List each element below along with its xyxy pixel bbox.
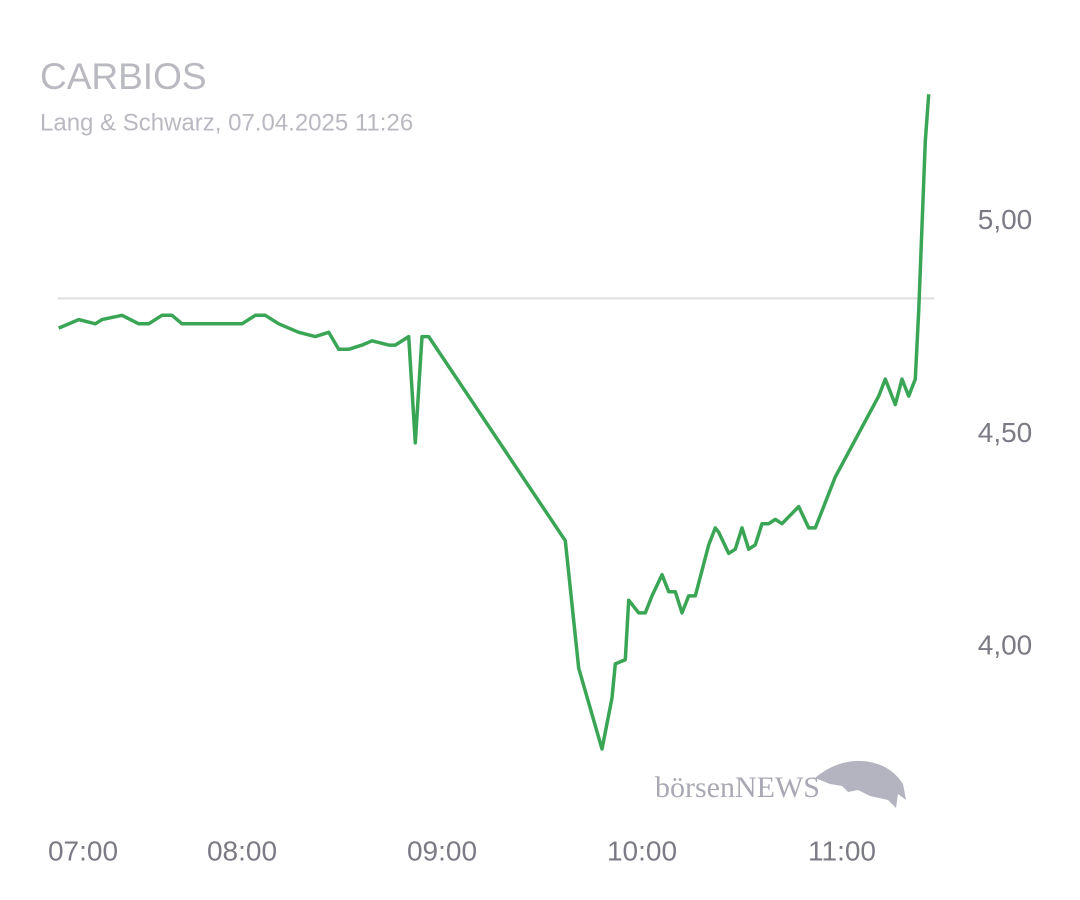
chart-subtitle: Lang & Schwarz, 07.04.2025 11:26 xyxy=(40,109,413,136)
y-tick-label: 4,50 xyxy=(978,417,1033,448)
y-tick-label: 4,00 xyxy=(978,629,1033,660)
bull-icon xyxy=(815,760,906,808)
x-tick-label: 08:00 xyxy=(207,835,277,866)
x-tick-label: 07:00 xyxy=(48,835,118,866)
x-tick-label: 10:00 xyxy=(607,835,677,866)
y-tick-label: 5,00 xyxy=(978,204,1033,235)
chart-title: CARBIOS xyxy=(40,56,207,97)
watermark: börsenNEWS xyxy=(655,771,820,804)
watermark-logo: börsenNEWS xyxy=(655,760,906,808)
price-line xyxy=(58,94,931,751)
x-tick-label: 11:00 xyxy=(808,835,876,866)
x-tick-label: 09:00 xyxy=(407,835,477,866)
